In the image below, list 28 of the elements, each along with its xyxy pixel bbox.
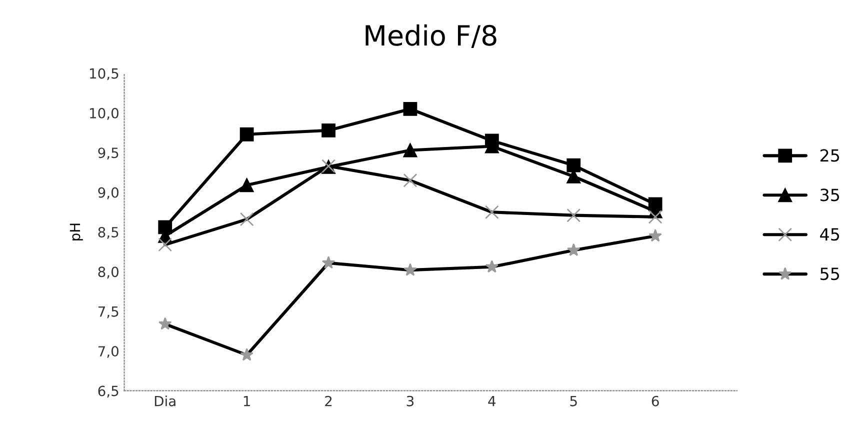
chart-title: Medio F/8: [366, 24, 496, 48]
y-tick-label: 8,0: [98, 266, 118, 279]
y-tick-label: 8,5: [98, 226, 118, 239]
y-tick-label: 9,5: [98, 148, 118, 160]
y-tick-label: 10,5: [90, 68, 118, 80]
x-tick-label: 5: [570, 396, 577, 406]
x-tick-label: 1: [244, 396, 250, 406]
x-tick-label: 3: [406, 396, 414, 406]
point: [403, 102, 418, 116]
y-tick-label: 10,0: [90, 108, 118, 120]
point: [322, 123, 336, 138]
y-tick-label: 7,5: [98, 306, 118, 318]
legend-label: 35: [820, 188, 840, 202]
legend-label: 45: [820, 228, 840, 241]
point: [566, 158, 581, 172]
legend-label: 25: [820, 149, 840, 162]
legend-label: 55: [820, 268, 840, 280]
x-tick-label: 4: [488, 396, 496, 406]
point: [403, 143, 418, 158]
y-tick-label: 7,0: [98, 346, 118, 358]
point: [240, 178, 254, 192]
y-tick-label: 6,5: [98, 386, 118, 398]
point: [240, 127, 254, 142]
y-tick-label: 9,0: [98, 187, 118, 200]
x-tick-label: Dia: [154, 396, 176, 406]
x-tick-label: 2: [325, 396, 332, 406]
x-tick-label: 6: [652, 396, 659, 406]
y-axis-title: pH: [70, 224, 83, 240]
